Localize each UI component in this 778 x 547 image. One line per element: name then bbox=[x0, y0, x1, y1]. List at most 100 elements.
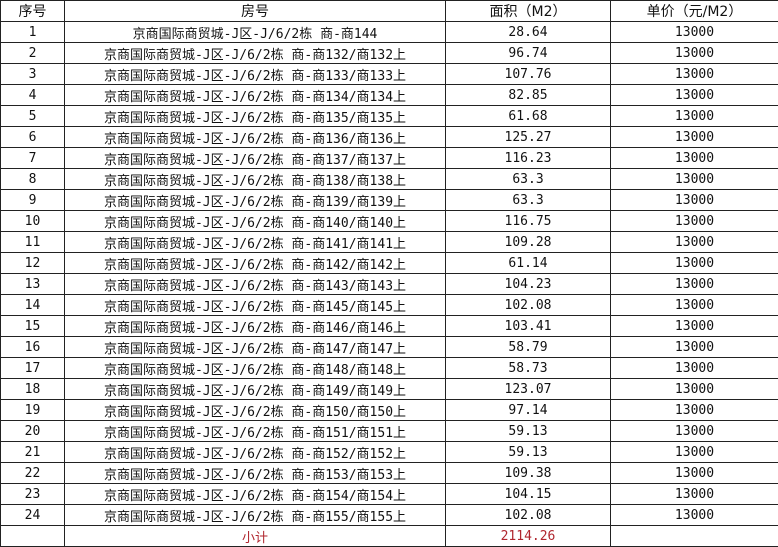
row-room: 京商国际商贸城-J区-J/6/2栋 商-商134/商134上 bbox=[65, 85, 446, 106]
row-area: 102.08 bbox=[446, 505, 611, 526]
row-room: 京商国际商贸城-J区-J/6/2栋 商-商150/商150上 bbox=[65, 400, 446, 421]
row-price: 13000 bbox=[611, 127, 778, 148]
row-no: 12 bbox=[1, 253, 65, 274]
row-no: 6 bbox=[1, 127, 65, 148]
row-price: 13000 bbox=[611, 505, 778, 526]
row-price: 13000 bbox=[611, 358, 778, 379]
row-area: 59.13 bbox=[446, 421, 611, 442]
row-no: 23 bbox=[1, 484, 65, 505]
row-price: 13000 bbox=[611, 148, 778, 169]
row-room: 京商国际商贸城-J区-J/6/2栋 商-商148/商148上 bbox=[65, 358, 446, 379]
row-room: 京商国际商贸城-J区-J/6/2栋 商-商138/商138上 bbox=[65, 169, 446, 190]
row-area: 107.76 bbox=[446, 64, 611, 85]
header-no: 序号 bbox=[1, 1, 65, 22]
row-room: 京商国际商贸城-J区-J/6/2栋 商-商133/商133上 bbox=[65, 64, 446, 85]
row-area: 109.38 bbox=[446, 463, 611, 484]
row-price: 13000 bbox=[611, 316, 778, 337]
row-room: 京商国际商贸城-J区-J/6/2栋 商-商141/商141上 bbox=[65, 232, 446, 253]
row-no: 21 bbox=[1, 442, 65, 463]
row-price: 13000 bbox=[611, 253, 778, 274]
subtotal-row: 小计 2114.26 bbox=[1, 526, 778, 547]
row-area: 58.79 bbox=[446, 337, 611, 358]
row-area: 125.27 bbox=[446, 127, 611, 148]
row-no: 24 bbox=[1, 505, 65, 526]
row-no: 1 bbox=[1, 22, 65, 43]
row-price: 13000 bbox=[611, 463, 778, 484]
row-area: 63.3 bbox=[446, 190, 611, 211]
row-price: 13000 bbox=[611, 295, 778, 316]
row-area: 96.74 bbox=[446, 43, 611, 64]
row-room: 京商国际商贸城-J区-J/6/2栋 商-商144 bbox=[65, 22, 446, 43]
row-room: 京商国际商贸城-J区-J/6/2栋 商-商135/商135上 bbox=[65, 106, 446, 127]
row-price: 13000 bbox=[611, 211, 778, 232]
row-room: 京商国际商贸城-J区-J/6/2栋 商-商147/商147上 bbox=[65, 337, 446, 358]
row-room: 京商国际商贸城-J区-J/6/2栋 商-商149/商149上 bbox=[65, 379, 446, 400]
row-no: 11 bbox=[1, 232, 65, 253]
row-area: 61.14 bbox=[446, 253, 611, 274]
row-room: 京商国际商贸城-J区-J/6/2栋 商-商145/商145上 bbox=[65, 295, 446, 316]
row-price: 13000 bbox=[611, 337, 778, 358]
row-no: 9 bbox=[1, 190, 65, 211]
row-no: 14 bbox=[1, 295, 65, 316]
row-no: 16 bbox=[1, 337, 65, 358]
row-price: 13000 bbox=[611, 190, 778, 211]
row-room: 京商国际商贸城-J区-J/6/2栋 商-商155/商155上 bbox=[65, 505, 446, 526]
row-no: 18 bbox=[1, 379, 65, 400]
row-room: 京商国际商贸城-J区-J/6/2栋 商-商146/商146上 bbox=[65, 316, 446, 337]
row-room: 京商国际商贸城-J区-J/6/2栋 商-商153/商153上 bbox=[65, 463, 446, 484]
row-area: 109.28 bbox=[446, 232, 611, 253]
row-no: 15 bbox=[1, 316, 65, 337]
row-area: 61.68 bbox=[446, 106, 611, 127]
row-no: 2 bbox=[1, 43, 65, 64]
row-area: 123.07 bbox=[446, 379, 611, 400]
row-room: 京商国际商贸城-J区-J/6/2栋 商-商140/商140上 bbox=[65, 211, 446, 232]
row-price: 13000 bbox=[611, 43, 778, 64]
header-price: 单价（元/M2） bbox=[611, 1, 778, 22]
row-area: 102.08 bbox=[446, 295, 611, 316]
row-room: 京商国际商贸城-J区-J/6/2栋 商-商136/商136上 bbox=[65, 127, 446, 148]
header-area: 面积（M2） bbox=[446, 1, 611, 22]
row-no: 20 bbox=[1, 421, 65, 442]
row-price: 13000 bbox=[611, 484, 778, 505]
subtotal-empty bbox=[1, 526, 65, 547]
row-price: 13000 bbox=[611, 64, 778, 85]
row-no: 13 bbox=[1, 274, 65, 295]
row-price: 13000 bbox=[611, 442, 778, 463]
row-room: 京商国际商贸城-J区-J/6/2栋 商-商142/商142上 bbox=[65, 253, 446, 274]
row-room: 京商国际商贸城-J区-J/6/2栋 商-商152/商152上 bbox=[65, 442, 446, 463]
row-area: 116.75 bbox=[446, 211, 611, 232]
row-room: 京商国际商贸城-J区-J/6/2栋 商-商139/商139上 bbox=[65, 190, 446, 211]
row-area: 104.15 bbox=[446, 484, 611, 505]
row-no: 10 bbox=[1, 211, 65, 232]
row-no: 19 bbox=[1, 400, 65, 421]
row-price: 13000 bbox=[611, 169, 778, 190]
row-no: 4 bbox=[1, 85, 65, 106]
row-price: 13000 bbox=[611, 106, 778, 127]
header-row: 序号 房号 面积（M2） 单价（元/M2） bbox=[1, 1, 778, 22]
row-area: 104.23 bbox=[446, 274, 611, 295]
row-room: 京商国际商贸城-J区-J/6/2栋 商-商137/商137上 bbox=[65, 148, 446, 169]
row-price: 13000 bbox=[611, 379, 778, 400]
subtotal-area: 2114.26 bbox=[446, 526, 611, 547]
row-area: 58.73 bbox=[446, 358, 611, 379]
row-area: 116.23 bbox=[446, 148, 611, 169]
row-area: 97.14 bbox=[446, 400, 611, 421]
header-room: 房号 bbox=[65, 1, 446, 22]
subtotal-price-empty bbox=[611, 526, 778, 547]
